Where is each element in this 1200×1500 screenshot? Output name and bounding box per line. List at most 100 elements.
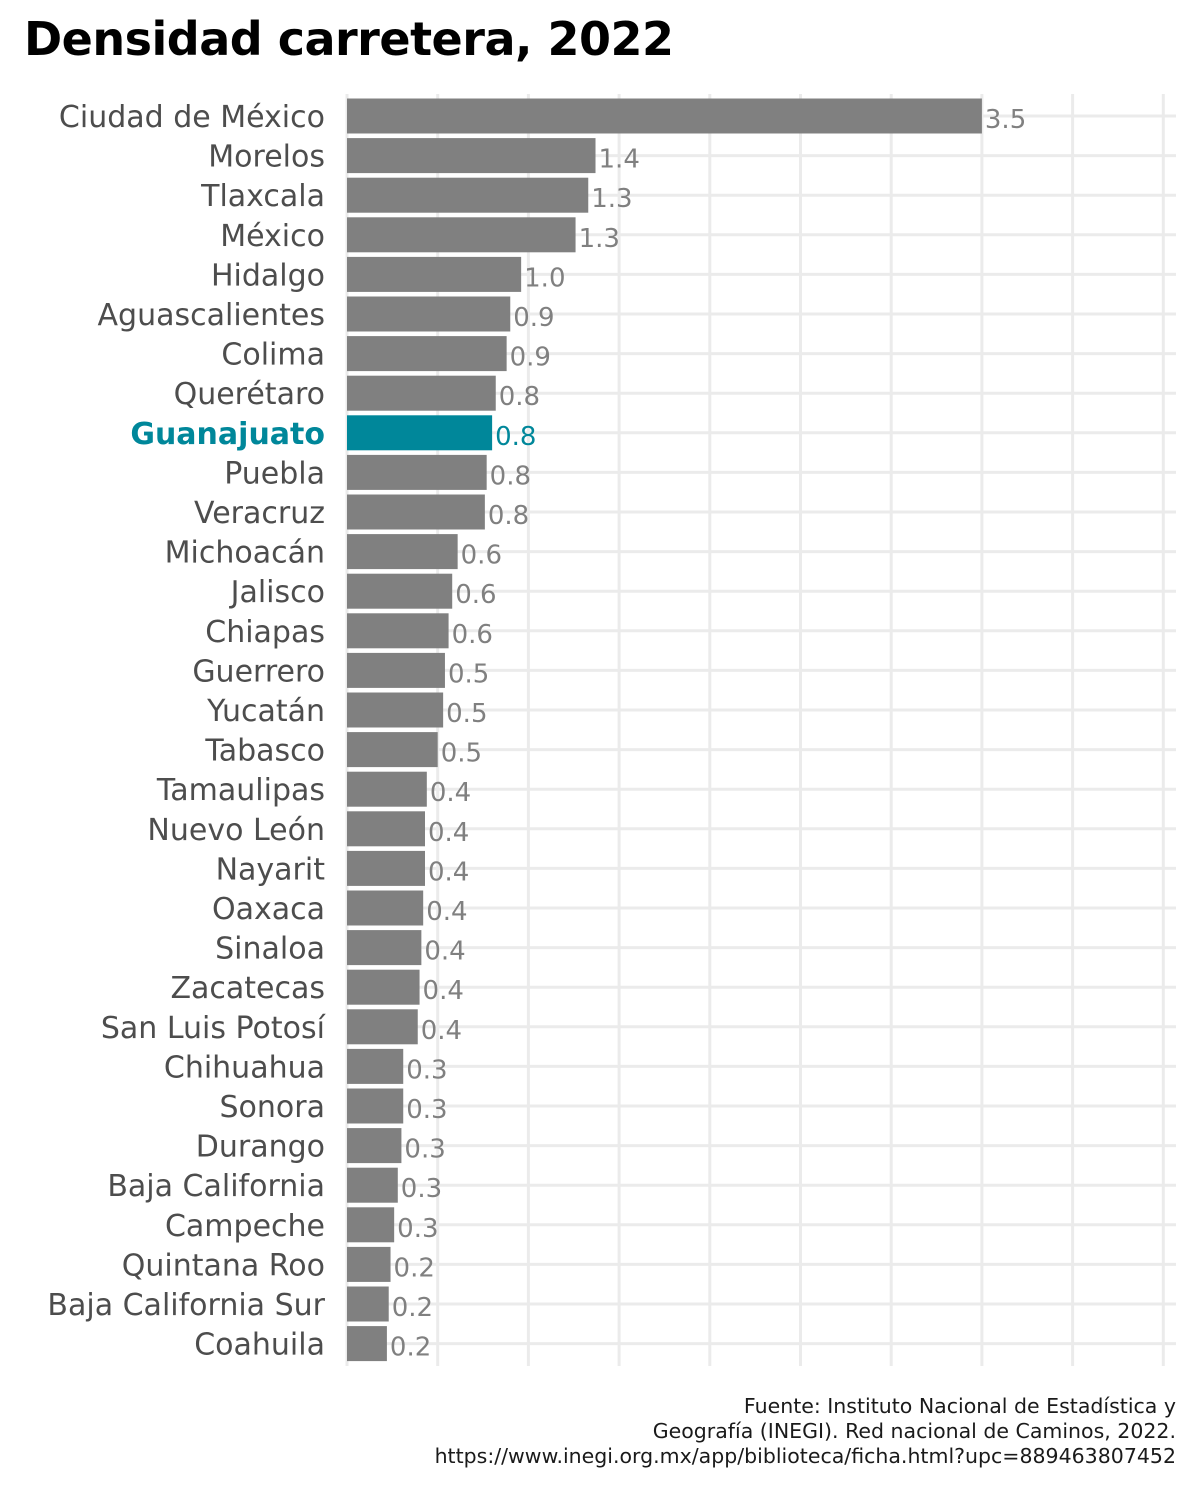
value-label: 0.8	[495, 422, 536, 452]
category-label: Guerrero	[192, 654, 325, 689]
category-label: Aguascalientes	[98, 298, 325, 333]
category-label: Colima	[221, 338, 325, 373]
bar	[347, 296, 511, 332]
bar	[347, 692, 444, 728]
bar	[347, 454, 487, 490]
value-label: 0.4	[428, 818, 469, 848]
bar	[347, 256, 522, 292]
bar	[347, 652, 445, 688]
value-label: 0.4	[423, 976, 464, 1006]
category-label: Tabasco	[204, 734, 325, 769]
value-label: 3.5	[985, 105, 1026, 135]
bar	[347, 811, 426, 847]
category-label: Guanajuato	[130, 417, 325, 452]
bar	[347, 98, 982, 134]
category-label: Zacatecas	[170, 971, 325, 1006]
bar	[347, 534, 458, 570]
bar	[347, 930, 422, 966]
bar	[347, 217, 576, 253]
bar	[347, 573, 453, 609]
category-label: Chihuahua	[164, 1050, 325, 1085]
bar	[347, 1246, 391, 1282]
value-label: 0.3	[404, 1135, 445, 1165]
bar	[347, 1167, 398, 1203]
bar	[347, 850, 426, 886]
bar	[347, 177, 589, 213]
value-label: 0.8	[490, 461, 531, 491]
value-label: 0.8	[499, 382, 540, 412]
bar	[347, 1088, 404, 1124]
category-label: Veracruz	[194, 496, 325, 531]
bar	[347, 138, 596, 174]
category-label: Ciudad de México	[59, 100, 325, 135]
value-label: 1.4	[599, 145, 640, 175]
category-label: Baja California Sur	[47, 1288, 325, 1323]
category-label: Hidalgo	[211, 258, 325, 293]
value-label: 0.5	[441, 739, 482, 769]
value-label: 0.6	[452, 620, 493, 650]
bar	[347, 771, 427, 807]
value-label: 0.3	[397, 1214, 438, 1244]
value-label: 0.5	[448, 659, 489, 689]
value-label: 1.3	[591, 184, 632, 214]
bar	[347, 375, 496, 411]
value-label: 0.9	[513, 303, 554, 333]
category-label: Chiapas	[205, 615, 325, 650]
category-label: Yucatán	[206, 694, 325, 729]
category-label: Nuevo León	[147, 813, 325, 848]
bar	[347, 1009, 418, 1045]
bar	[347, 1207, 395, 1243]
value-label: 1.3	[579, 224, 620, 254]
source-note: Fuente: Instituto Nacional de Estadístic…	[435, 1394, 1176, 1469]
category-labels: Ciudad de México Morelos Tlaxcala México Hid…	[47, 100, 326, 1363]
value-label: 0.4	[426, 897, 467, 927]
bar	[347, 613, 449, 649]
bars	[347, 98, 982, 1362]
value-label: 0.6	[461, 541, 502, 571]
bar	[347, 1286, 389, 1322]
value-labels: 3.5 1.4 1.3 1.3 1.0 0.9 0.9 0.8 0.8 0.8 0.8 0.6 0.6 0…	[390, 105, 1026, 1363]
value-label: 0.6	[455, 580, 496, 610]
category-label: Tlaxcala	[200, 179, 325, 214]
value-label: 0.8	[488, 501, 529, 531]
category-label: Nayarit	[216, 852, 326, 887]
value-label: 0.3	[401, 1174, 442, 1204]
category-label: Baja California	[107, 1169, 325, 1204]
category-label: Sonora	[220, 1090, 325, 1125]
source-line-1: Fuente: Instituto Nacional de Estadístic…	[743, 1394, 1176, 1418]
category-label: Durango	[196, 1130, 325, 1165]
category-label: Quintana Roo	[122, 1248, 325, 1283]
bar	[347, 1128, 402, 1164]
bar	[347, 969, 420, 1005]
value-label: 0.5	[446, 699, 487, 729]
category-label: Oaxaca	[212, 892, 325, 927]
value-label: 0.4	[428, 857, 469, 887]
category-label: Sinaloa	[215, 932, 325, 967]
bar	[347, 415, 493, 451]
value-label: 0.9	[510, 343, 551, 373]
category-label: Querétaro	[174, 377, 325, 412]
source-line-2: Geografía (INEGI). Red nacional de Camin…	[652, 1419, 1176, 1443]
value-label: 0.2	[392, 1293, 433, 1323]
category-label: Morelos	[208, 140, 325, 175]
category-label: Puebla	[224, 456, 325, 491]
category-label: San Luis Potosí	[101, 1011, 327, 1046]
category-label: México	[220, 219, 325, 254]
bar	[347, 732, 438, 768]
category-label: Tamaulipas	[156, 773, 325, 808]
value-label: 0.2	[394, 1253, 435, 1283]
chart-title: Densidad carretera, 2022	[24, 12, 674, 66]
bar	[347, 890, 424, 926]
category-label: Campeche	[165, 1209, 325, 1244]
value-label: 0.3	[406, 1055, 447, 1085]
bar	[347, 1326, 387, 1362]
value-label: 0.2	[390, 1333, 431, 1363]
value-label: 0.4	[421, 1016, 462, 1046]
bar	[347, 1048, 404, 1084]
category-label: Jalisco	[229, 575, 325, 610]
value-label: 1.0	[524, 263, 565, 293]
value-label: 0.4	[430, 778, 471, 808]
source-line-3: https://www.inegi.org.mx/app/biblioteca/…	[434, 1444, 1176, 1468]
value-label: 0.3	[406, 1095, 447, 1125]
